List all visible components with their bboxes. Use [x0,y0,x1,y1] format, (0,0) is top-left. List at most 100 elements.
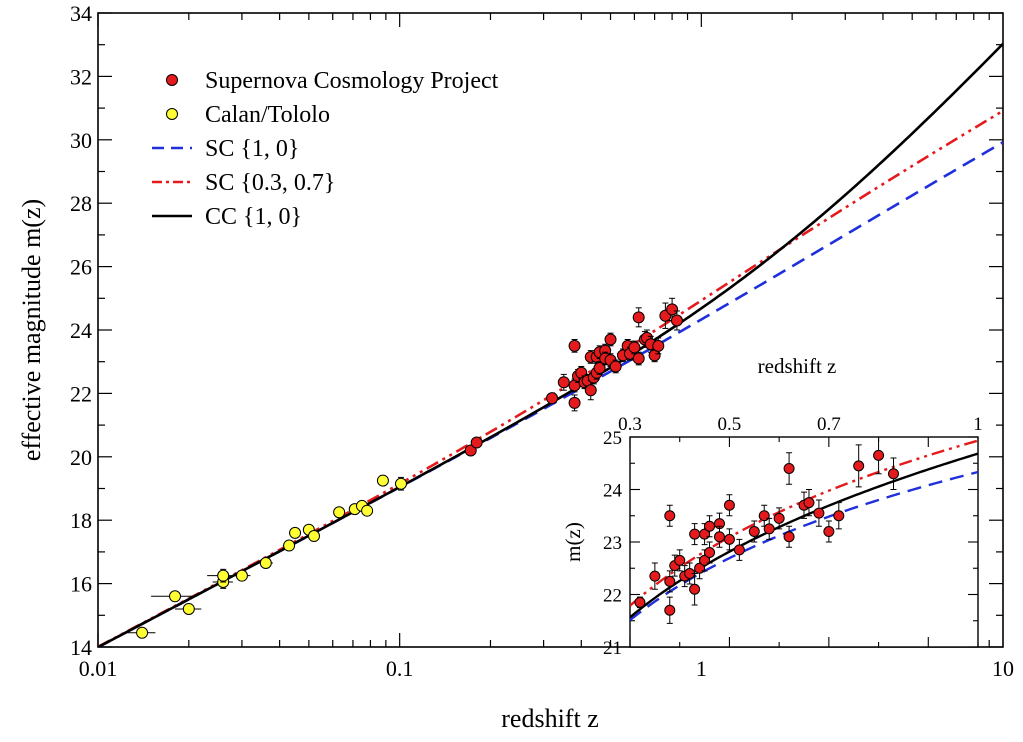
data-marker [833,510,845,522]
data-marker [664,510,676,522]
calan-tololo-point [175,602,202,615]
data-marker [634,596,646,608]
data-marker [604,333,617,346]
inset-x-tick-label: 0.7 [817,414,841,435]
data-marker [783,531,795,543]
scp-point-inset [813,499,825,527]
inset-x-tick-label: 0.3 [618,414,642,435]
y-tick-label: 16 [70,572,92,597]
data-marker [546,392,559,405]
scp-point-inset [704,541,716,564]
scp-point-inset [689,573,701,606]
scp-point [557,373,570,391]
inset-y-axis-label: m(z) [561,522,585,562]
main-plot: 0.01 0.1 1 10 14 16 18 20 22 24 26 28 30 32 34 redshi… [17,1,1014,733]
data-marker [823,526,835,537]
scp-point-inset [704,515,716,538]
legend-item: Supernova Cosmology Project [166,68,499,94]
calan-tololo-point [361,504,374,517]
scp-point-inset [689,523,701,546]
data-marker [674,554,686,566]
inset-x-tick-label: 1 [973,414,983,435]
data-marker [873,449,885,461]
inset-y-ticks: 21 22 23 24 25 [603,428,978,659]
y-tick-label: 32 [70,64,92,89]
y-tick-label: 34 [70,1,92,26]
data-marker [632,352,645,365]
scp-point-inset [773,507,785,530]
inset-y-tick-label: 22 [603,586,622,607]
legend-item: Calan/Tololo [166,102,330,128]
scp-point [648,348,661,363]
inset-data-points [634,436,899,624]
data-marker [689,583,701,595]
y-tick-label: 24 [70,318,92,343]
inset-y-tick-label: 24 [603,481,623,502]
main-y-ticks: 14 16 18 20 22 24 26 28 30 32 34 [70,1,1003,660]
legend-label: CC {1, 0} [205,204,302,230]
data-marker [235,569,248,582]
y-tick-label: 14 [70,635,92,660]
calan-tololo-point [307,530,320,543]
data-marker [568,396,581,409]
inset-x-tick-label: 0.5 [718,414,742,435]
data-marker [136,626,149,639]
scp-point-inset [763,517,775,540]
scp-point [609,359,622,374]
data-marker [464,444,477,457]
scp-point-inset [873,436,885,475]
calan-tololo-point [394,476,407,491]
y-tick-label: 20 [70,445,92,470]
main-y-axis-label: effective magnitude m(z) [17,199,46,461]
scp-point-inset [823,520,835,543]
scp-point [659,302,672,329]
data-marker [376,474,389,487]
calan-tololo-point [282,539,296,552]
legend-item: CC {1, 0} [152,204,302,230]
data-marker [783,463,795,474]
data-marker [283,539,296,552]
scp-point-inset [664,504,676,527]
y-tick-label: 26 [70,255,92,280]
scp-point-inset [634,596,646,609]
scp-point [470,436,483,449]
calan-tololo-point [376,474,389,487]
scp-point [546,392,559,405]
data-marker [470,436,483,449]
data-marker [713,531,725,543]
data-marker [758,510,770,522]
data-marker [803,497,815,509]
curve-sc-1-0 [98,141,1003,647]
x-tick-label: 10 [992,656,1014,681]
curve-sc-0.3-0.7-inset [630,439,978,607]
data-marker [361,504,374,517]
data-marker [609,360,622,373]
legend: Supernova Cosmology Project Calan/Tololo S… [152,68,499,230]
scp-point [670,310,683,331]
scp-point-inset [783,452,795,485]
scp-point-inset [674,549,686,572]
scp-point [464,444,477,457]
data-marker [182,602,195,615]
inset-y-tick-label: 21 [603,638,622,659]
data-marker [704,520,716,532]
calan-tololo-point [232,569,251,582]
legend-marker [166,108,178,120]
scp-point-inset [803,489,815,517]
legend-marker [166,74,178,86]
data-marker [568,339,581,352]
scp-point [568,394,581,412]
data-marker [584,384,597,397]
scp-point [666,297,679,321]
data-marker [853,460,865,472]
data-marker [670,314,683,327]
scp-point [604,332,617,347]
y-tick-label: 30 [70,128,92,153]
legend-label: SC {0.3, 0.7} [205,170,335,196]
scp-point-inset [684,562,696,585]
calan-tololo-point [258,556,273,569]
scp-point-inset [723,494,735,517]
main-x-ticks: 0.01 0.1 1 10 [79,13,1014,681]
x-tick-label: 1 [696,656,707,681]
